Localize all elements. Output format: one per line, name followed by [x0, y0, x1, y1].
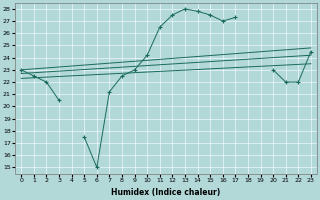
X-axis label: Humidex (Indice chaleur): Humidex (Indice chaleur): [111, 188, 221, 197]
